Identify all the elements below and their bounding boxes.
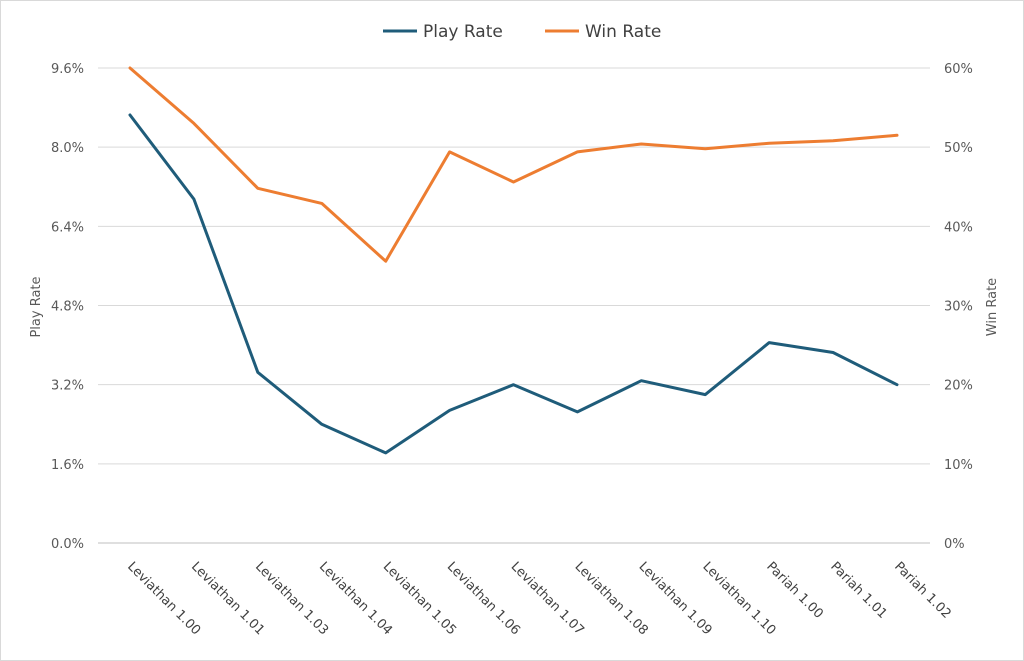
y2-tick-label: 0% [944, 537, 965, 552]
y-tick-label: 9.6% [51, 62, 84, 77]
y-tick-label: 0.0% [51, 537, 84, 552]
y-axis-ticks: 0.0% 1.6% 3.2% 4.8% 6.4% 8.0% 9.6% [51, 62, 84, 552]
y-tick-label: 4.8% [51, 300, 84, 315]
legend-label: Play Rate [423, 22, 503, 42]
y2-tick-label: 50% [944, 141, 973, 156]
y-tick-label: 6.4% [51, 220, 84, 235]
y2-axis-ticks: 0% 10% 20% 30% 40% 50% 60% [944, 62, 973, 552]
series-lines [128, 66, 899, 455]
y2-tick-label: 20% [944, 379, 973, 394]
y2-tick-label: 40% [944, 220, 973, 235]
y-tick-label: 8.0% [51, 141, 84, 156]
series-line-win-rate [128, 66, 899, 263]
y2-tick-label: 10% [944, 458, 973, 473]
y-tick-label: 1.6% [51, 458, 84, 473]
y-tick-label: 3.2% [51, 379, 84, 394]
y2-axis-title: Win Rate [985, 278, 1000, 336]
y-axis-title: Play Rate [29, 276, 44, 337]
series-line-play-rate [128, 113, 899, 455]
y2-tick-label: 60% [944, 62, 973, 77]
legend-label: Win Rate [585, 22, 661, 42]
y2-tick-label: 30% [944, 300, 973, 315]
legend: Play Rate Win Rate [383, 22, 661, 42]
